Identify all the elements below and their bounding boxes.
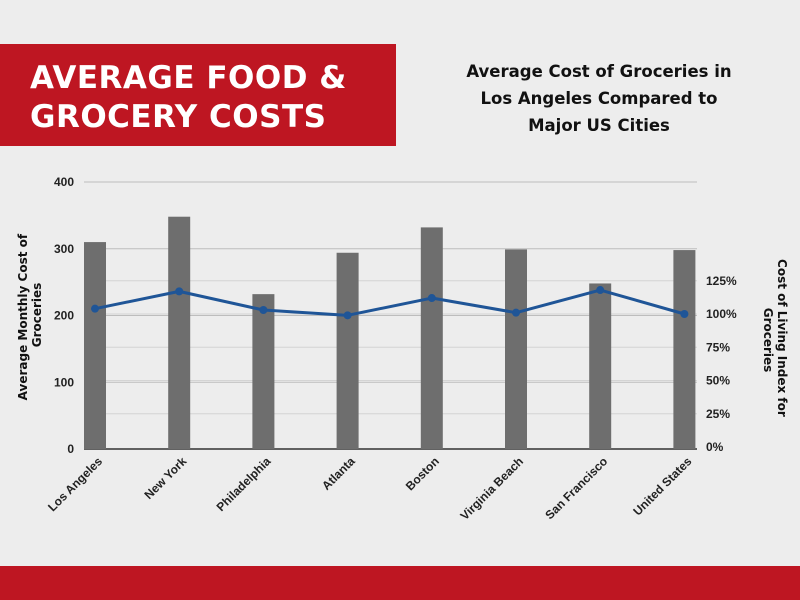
y-tick-label: 0 (67, 442, 74, 456)
bar (420, 227, 443, 449)
left-axis-label: Average Monthly Cost of Groceries (16, 230, 44, 401)
header-title-line-2: GROCERY COSTS (30, 99, 327, 135)
bar (505, 249, 527, 449)
left-axis-label-line-1: Average Monthly Cost of (16, 233, 30, 400)
chart-title-line-3: Major US Cities (528, 116, 670, 135)
bar (84, 242, 106, 449)
line-point (596, 286, 605, 295)
bar (673, 250, 696, 449)
y-tick-label: 400 (54, 175, 74, 189)
footer-bar (0, 566, 800, 600)
line-point (91, 304, 99, 313)
x-axis-labels: Los Angeles New York Philadelphia Atlanta Bo… (45, 454, 695, 523)
chart-title-line-1: Average Cost of Groceries in (466, 62, 732, 81)
bar (589, 283, 612, 449)
chart-title: Average Cost of Groceries in Los Angeles… (440, 58, 758, 139)
line-point (259, 306, 268, 315)
line-point (175, 287, 184, 296)
line-path (94, 288, 685, 317)
y2-tick-label: 25% (706, 407, 730, 421)
y2-tick-label: 50% (706, 374, 730, 388)
bar (252, 294, 275, 449)
y2-tick-label: 100% (706, 307, 737, 321)
x-tick-label: San Francisco (542, 454, 610, 522)
chart-title-line-2: Los Angeles Compared to (480, 89, 718, 108)
y2-tick-label: 125% (706, 274, 737, 288)
right-axis-ticks: 0% 25% 50% 75% 100% 125% (706, 274, 737, 454)
line-point (680, 310, 689, 318)
bar (336, 252, 359, 449)
right-axis-label-line-1: Cost of Living Index for (775, 259, 789, 417)
bar (168, 216, 191, 449)
bars (84, 216, 696, 449)
right-axis-label-line-2: Groceries (761, 308, 775, 373)
y-tick-label: 100 (54, 375, 74, 389)
y2-tick-label: 0% (706, 440, 724, 454)
right-axis-label: Cost of Living Index for Groceries (761, 259, 789, 421)
y2-tick-label: 75% (706, 340, 730, 354)
line-point (343, 311, 352, 320)
x-tick-label: Atlanta (319, 454, 358, 493)
header-title-line-1: AVERAGE FOOD & (30, 60, 347, 96)
x-tick-label: New York (142, 454, 190, 502)
x-tick-label: Virginia Beach (457, 454, 526, 523)
y-tick-label: 200 (54, 309, 74, 323)
left-axis-label-line-2: Groceries (30, 283, 44, 348)
y-tick-label: 300 (54, 242, 74, 256)
header-banner: AVERAGE FOOD & GROCERY COSTS (0, 44, 396, 146)
line-point (427, 294, 436, 303)
x-tick-label: United States (630, 454, 694, 518)
x-tick-label: Los Angeles (45, 454, 105, 514)
left-axis-ticks: 0 100 200 300 400 (54, 175, 74, 456)
index-line (91, 286, 689, 320)
x-tick-label: Boston (403, 454, 442, 493)
x-tick-label: Philadelphia (214, 454, 274, 514)
line-point (512, 308, 520, 317)
